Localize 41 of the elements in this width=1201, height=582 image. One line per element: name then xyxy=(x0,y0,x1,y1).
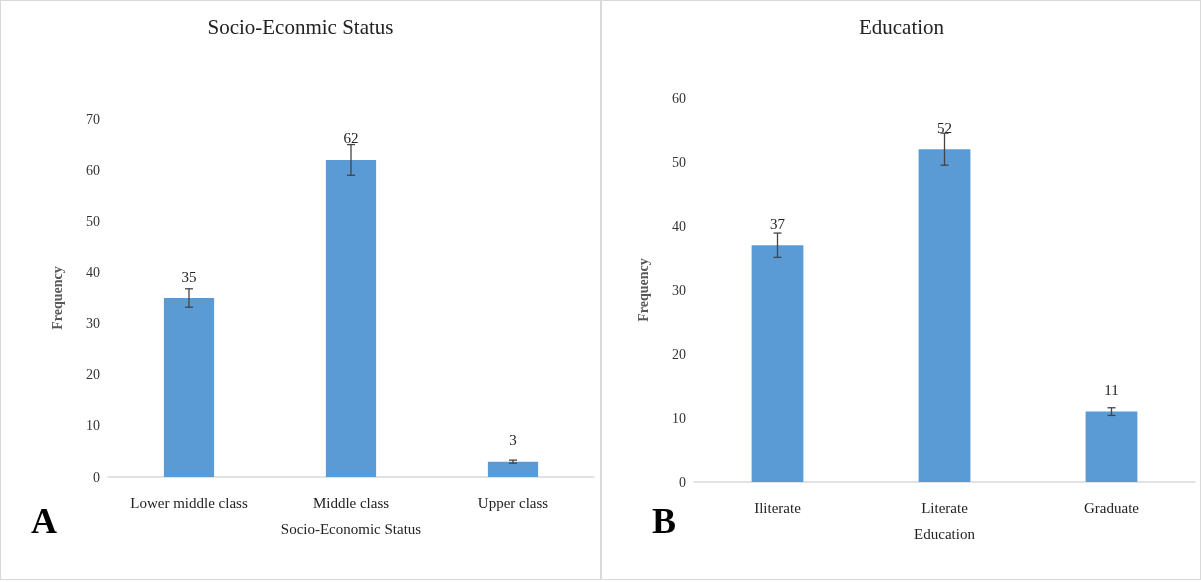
y-tick-label: 0 xyxy=(93,469,100,485)
bar xyxy=(751,245,803,482)
x-axis-title: Socio-Economic Status xyxy=(280,520,422,537)
x-tick-label: Graduate xyxy=(1083,499,1139,516)
y-tick-label: 20 xyxy=(86,367,100,383)
data-label: 62 xyxy=(343,130,359,147)
x-tick-label: Literate xyxy=(920,499,968,516)
y-tick-label: 60 xyxy=(671,90,686,106)
y-tick-label: 40 xyxy=(86,264,100,280)
bar xyxy=(163,298,215,477)
data-label: 52 xyxy=(936,119,952,136)
y-axis-title: Frequency xyxy=(49,266,65,330)
y-tick-label: 10 xyxy=(671,410,686,426)
x-axis-title: Education xyxy=(913,525,975,542)
chart-title: Socio-Econmic Status xyxy=(207,14,394,39)
y-tick-label: 40 xyxy=(671,218,686,234)
y-tick-label: 10 xyxy=(86,418,100,434)
x-tick-label: Upper class xyxy=(477,494,549,511)
x-tick-label: Iliterate xyxy=(753,499,801,516)
data-label: 37 xyxy=(769,215,785,232)
y-tick-label: 30 xyxy=(671,282,686,298)
y-tick-label: 70 xyxy=(86,111,100,127)
bar xyxy=(325,159,377,477)
bar xyxy=(918,149,970,482)
bar xyxy=(1085,411,1137,482)
y-tick-label: 0 xyxy=(678,474,686,490)
text: A xyxy=(31,501,57,541)
y-tick-label: 20 xyxy=(671,346,686,362)
data-label: 35 xyxy=(181,268,197,285)
x-tick-label: Lower middle class xyxy=(130,494,248,511)
x-tick-label: Middle class xyxy=(312,494,390,511)
chart-title: Education xyxy=(858,14,945,39)
y-tick-label: 50 xyxy=(671,154,686,170)
y-tick-label: 30 xyxy=(86,316,100,332)
y-tick-label: 50 xyxy=(86,213,100,229)
data-label: 11 xyxy=(1103,382,1119,399)
y-axis-title: Frequency xyxy=(635,258,650,322)
bar xyxy=(487,461,539,477)
data-label: 3 xyxy=(509,432,517,449)
text: B xyxy=(651,501,676,541)
y-tick-label: 60 xyxy=(86,162,100,178)
